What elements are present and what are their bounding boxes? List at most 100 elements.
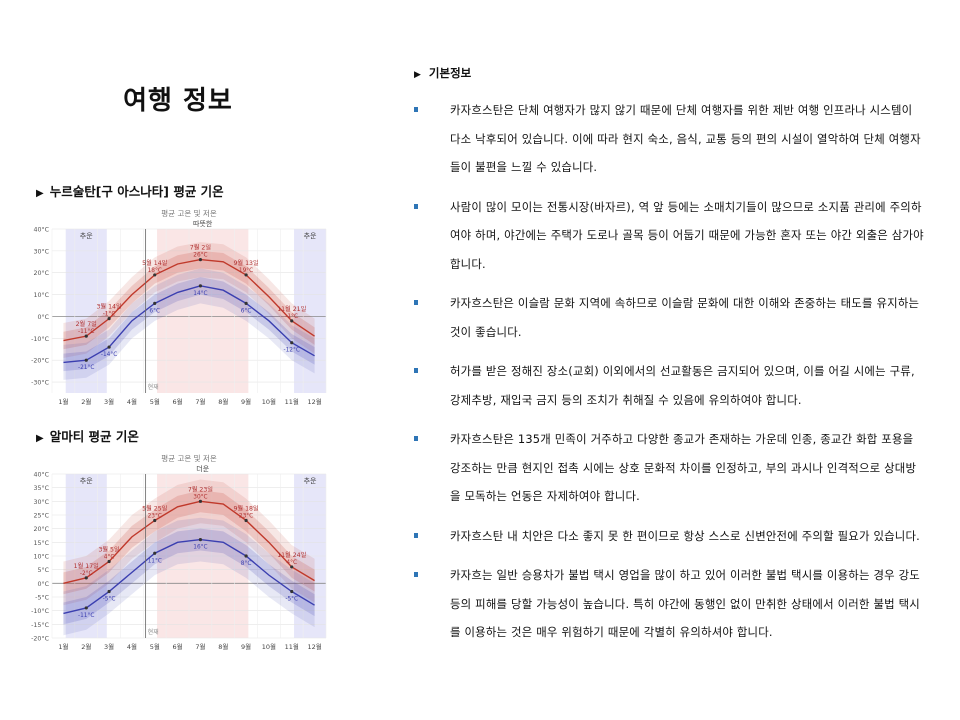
- list-item: 카자흐스탄 내 치안은 다소 좋지 못 한 편이므로 항상 스스로 신변안전에 …: [410, 522, 925, 551]
- chart-title: 평균 고온 및 저온: [161, 453, 217, 463]
- bullet-text: 카자흐스탄 내 치안은 다소 좋지 못 한 편이므로 항상 스스로 신변안전에 …: [450, 528, 920, 543]
- annotation-value: -1°C: [285, 314, 298, 320]
- annotation-value: 16°C: [193, 545, 207, 551]
- series-band-inner: [63, 250, 315, 350]
- annotation-date: 5월 14일: [142, 259, 167, 267]
- annotation-dot: [84, 576, 88, 580]
- series-line: [63, 285, 315, 364]
- page-title: 여행 정보: [123, 86, 233, 116]
- annotation-value: -5°C: [103, 597, 116, 603]
- annotation-dot: [153, 551, 157, 555]
- x-tick-label: 7월: [195, 642, 205, 651]
- annotation-value: 14°C: [193, 291, 207, 297]
- y-tick-label: 30°C: [33, 247, 49, 255]
- annotation-date: 11월 21일: [277, 305, 306, 313]
- triangle-bullet-icon: ▶: [414, 70, 421, 80]
- annotation-dot: [153, 301, 157, 305]
- x-tick-label: 3월: [104, 397, 114, 406]
- square-bullet-icon: [414, 300, 418, 305]
- square-bullet-icon: [414, 532, 418, 538]
- season-label-cold-left: 추운: [80, 232, 93, 240]
- info-heading-text: 기본정보: [428, 66, 472, 80]
- annotation-dot: [153, 518, 157, 523]
- y-tick-label: 15°C: [33, 539, 49, 547]
- list-item: 카자흐는 일반 승용차가 불법 택시 영업을 많이 하고 있어 이러한 불법 택…: [410, 561, 925, 647]
- triangle-bullet-icon: ▶: [36, 433, 44, 444]
- annotation-value: -12°C: [284, 348, 300, 354]
- list-item: 카자흐스탄은 이슬람 문화 지역에 속하므로 이슬람 문화에 대한 이해와 존중…: [410, 289, 925, 346]
- annotation-value: -11°C: [78, 613, 94, 619]
- bullet-text: 카자흐스탄은 이슬람 문화 지역에 속하므로 이슬람 문화에 대한 이해와 존중…: [450, 296, 920, 339]
- y-tick-label: -20°C: [31, 635, 49, 643]
- annotation-dot: [84, 334, 88, 338]
- annotation-date: 7월 2일: [190, 244, 212, 252]
- x-tick-label: 8월: [218, 642, 228, 651]
- annotation-value: 18°C: [148, 268, 162, 274]
- annotation-date: 9월 18일: [233, 504, 258, 512]
- x-tick-label: 8월: [218, 397, 228, 406]
- annotation-date: 7월 23일: [188, 485, 213, 493]
- annotation-date: 5월 25일: [142, 504, 167, 512]
- annotation-value: 23°C: [239, 513, 253, 519]
- x-tick-label: 12월: [307, 397, 321, 406]
- annotation-date: 1월 17일: [74, 562, 99, 570]
- annotation-dot: [198, 499, 203, 503]
- y-tick-label: 5°C: [37, 566, 49, 574]
- x-tick-label: 6월: [173, 397, 183, 406]
- season-label-cold-right: 추운: [304, 232, 317, 240]
- annotation-value: -21°C: [78, 365, 94, 371]
- series-line: [63, 538, 315, 615]
- annotation-dot: [107, 589, 111, 594]
- temperature-chart-nursultan: 평균 고온 및 저온 추운 따뜻한 추운 40°C 30°C 20°C 10°C 0°C -10°…: [28, 205, 330, 415]
- x-tick-label: 7월: [195, 397, 205, 406]
- bullet-text: 카자흐는 일반 승용차가 불법 택시 영업을 많이 하고 있어 이러한 불법 택…: [450, 568, 920, 639]
- list-item: 카자흐스탄은 135개 민족이 거주하고 다양한 종교가 존재하는 가운데 인종…: [410, 425, 925, 511]
- annotation-dot: [244, 301, 248, 305]
- y-tick-label: -20°C: [31, 357, 49, 365]
- chart-heading-text: 누르술탄[구 아스나타] 평균 기온: [49, 184, 224, 199]
- x-tick-label: 4월: [127, 397, 137, 406]
- annotation-dot: [290, 565, 294, 569]
- annotation-value: 26°C: [193, 253, 207, 259]
- annotation-value: -14°C: [101, 352, 117, 358]
- x-tick-label: 5월: [150, 642, 160, 651]
- season-label-warm: 따뜻한: [193, 219, 213, 228]
- y-tick-label: -30°C: [31, 379, 49, 387]
- annotation-value: 23°C: [148, 513, 162, 519]
- x-tick-label: 5월: [150, 397, 160, 406]
- annotation-value: 4°C: [104, 554, 115, 560]
- annotation-dot: [84, 358, 88, 362]
- square-bullet-icon: [414, 203, 418, 209]
- square-bullet-icon: [414, 107, 418, 112]
- y-tick-label: 40°C: [33, 226, 49, 234]
- series-line: [63, 258, 315, 342]
- series-band-outer: [63, 479, 315, 606]
- annotation-value: 11°C: [148, 558, 162, 564]
- annotation-dot: [290, 341, 294, 345]
- annotation-dot: [244, 554, 248, 558]
- x-tick-label: 4월: [127, 642, 137, 651]
- annotation-date: 11월 24일: [277, 551, 306, 559]
- series-band-inner: [63, 490, 315, 595]
- x-tick-label: 10월: [262, 397, 276, 406]
- temperature-chart-almaty: 평균 고온 및 저온 추운 더운 추운 40°C 35°C 30°C 25°C 20°C 15°C…: [28, 450, 330, 660]
- annotation-dot: [153, 273, 157, 277]
- annotation-date: 2월 7일: [76, 320, 98, 328]
- annotation-value: 19°C: [239, 268, 253, 274]
- cold-season-band-right: [294, 229, 326, 393]
- annotation-value: 8°C: [241, 561, 252, 567]
- x-tick-label: 2월: [81, 397, 91, 406]
- list-item: 허가를 받은 정해진 장소(교회) 이외에서의 선교활동은 금지되어 있으며, …: [410, 357, 925, 414]
- y-tick-label: -10°C: [31, 607, 49, 615]
- x-tick-label: 11월: [285, 642, 299, 651]
- season-label-cold-left: 추운: [80, 477, 93, 485]
- x-tick-label: 9월: [241, 642, 251, 651]
- annotation-value: 6°C: [241, 308, 252, 314]
- chart-heading-nursultan: ▶ 누르술탄[구 아스나타] 평균 기온: [36, 181, 224, 200]
- annotation-date: 3월 14일: [96, 303, 121, 311]
- annotation-dot: [290, 589, 294, 594]
- annotation-dot: [84, 606, 88, 610]
- annotation-dot: [107, 317, 111, 321]
- y-tick-label: -5°C: [35, 594, 49, 602]
